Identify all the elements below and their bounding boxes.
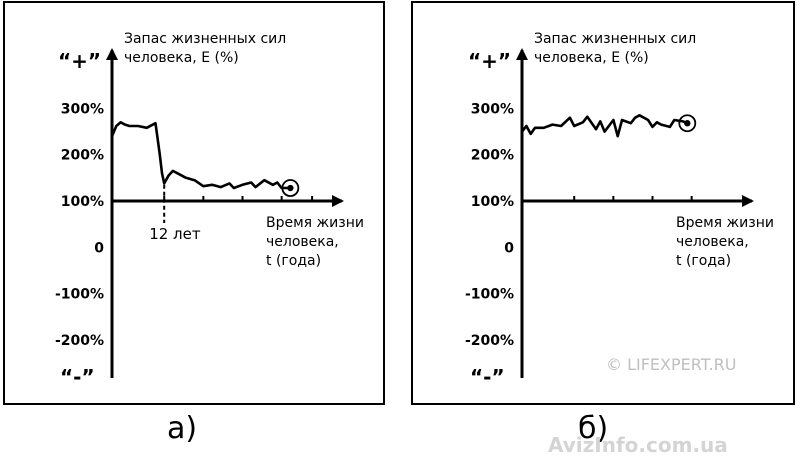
panel-a-end-ring (281, 179, 300, 197)
panel-a-caption: а) (167, 411, 197, 446)
copyright-watermark: © LIFEXPERT.RU (606, 355, 737, 374)
y-tick-label: 100% (61, 194, 104, 210)
panel-b-xlabel-line1: Время жизни (676, 215, 774, 231)
y-tick-label: 100% (471, 194, 514, 210)
panel-b-negative-label: “-” (470, 365, 505, 389)
panel-a-xlabel-line1: Время жизни (266, 215, 364, 231)
panel-b-end-point (684, 120, 691, 127)
panel-b-end-ring (678, 114, 697, 133)
panel-a-positive-label: “+” (58, 49, 101, 73)
panel-a-ylabel-line2: человека, E (%) (124, 50, 239, 66)
site-watermark: AvizInfo.com.ua (548, 433, 728, 457)
y-tick-label: 0 (94, 240, 104, 256)
y-tick-label: -200% (55, 333, 104, 349)
y-tick-label: 300% (61, 101, 104, 117)
panel-a-xlabel-line3: t (года) (266, 253, 321, 269)
panel-a-end-point (287, 184, 294, 192)
y-tick-label: -200% (465, 333, 514, 349)
panel-b-xlabel-line3: t (года) (676, 253, 731, 269)
panel-a-ylabel-line1: Запас жизненных сил (124, 31, 286, 47)
y-tick-label: 0 (504, 240, 514, 256)
y-tick-label: 200% (61, 148, 104, 164)
panel-a-y-ticks: 300% 200% 100% 0 -100% -200% (55, 101, 104, 349)
y-tick-label: 200% (471, 148, 514, 164)
panel-b-x-ticks (573, 196, 693, 202)
panel-b-series-line (520, 114, 689, 138)
panel-a-frame (3, 1, 385, 405)
panel-a-annotation: 12 лет (149, 225, 201, 243)
panel-b: 300% 200% 100% 0 -100% -200% “+” “-” Запас жи… (465, 31, 774, 446)
panel-b-y-ticks: 300% 200% 100% 0 -100% -200% (465, 101, 514, 349)
panel-b-xlabel-line2: человека, (676, 234, 749, 250)
panel-a-negative-label: “-” (60, 365, 95, 389)
y-tick-label: -100% (465, 287, 514, 303)
panel-a-xlabel-line2: человека, (266, 234, 339, 250)
panel-b-ylabel-line1: Запас жизненных сил (534, 31, 696, 47)
panel-a-series-line (110, 121, 292, 190)
y-tick-label: 300% (471, 101, 514, 117)
panel-b-ylabel-line2: человека, E (%) (534, 50, 649, 66)
panel-b-frame (411, 1, 795, 405)
panel-b-positive-label: “+” (468, 49, 511, 73)
panel-a: 300% 200% 100% 0 -100% -200% “+” “-” Запас жи… (55, 31, 364, 446)
y-tick-label: -100% (55, 287, 104, 303)
panel-b-caption: б) (578, 411, 608, 446)
